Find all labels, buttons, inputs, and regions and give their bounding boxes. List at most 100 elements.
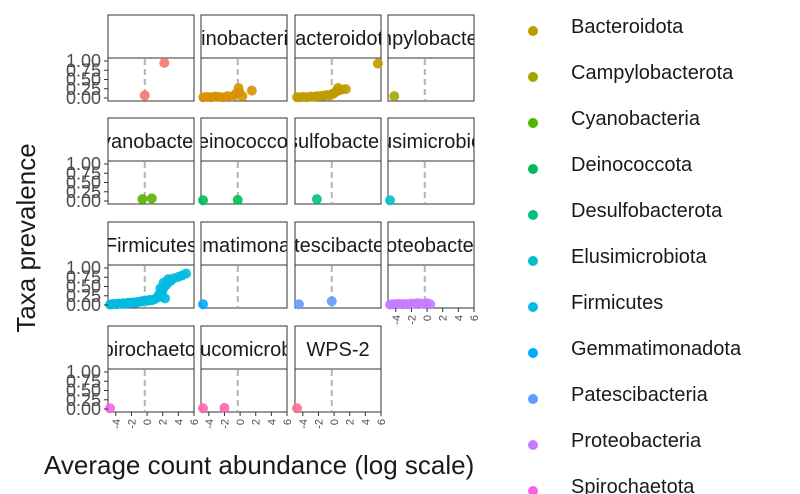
legend-swatch-icon (528, 486, 538, 494)
x-tick-label: 6 (189, 419, 201, 425)
legend-label: Bacteroidota (571, 16, 684, 38)
legend-swatch-icon (528, 256, 538, 266)
facet-strip (387, 117, 475, 162)
facet-proteobacteria: Proteobacteria -4 -2 0 2 4 6 (385, 221, 481, 325)
legend-label: Spirochaetota (571, 476, 695, 494)
x-tick-label: 4 (173, 419, 185, 425)
facet-panel (107, 57, 195, 102)
facet-strip-label: Patescibacteria (270, 235, 408, 257)
legend-swatch-icon (528, 210, 538, 220)
data-point (146, 193, 157, 204)
facet-blank: 0.000.250.500.751.00 (66, 14, 195, 108)
y-tick-label: 1.00 (66, 362, 101, 382)
facet-strip (107, 14, 195, 59)
chart-legend: Bacteroidota Campylobacterota Cyanobacteri… (522, 12, 800, 494)
legend-item-patescibacteria: Patescibacteria (522, 380, 800, 426)
legend-label: Deinococcota (571, 154, 693, 176)
legend-item-spirochaetota: Spirochaetota (522, 472, 800, 494)
legend-item-cyanobacteria: Cyanobacteria (522, 104, 800, 150)
data-point (340, 84, 351, 95)
facet-verrucomicrobiota: Verrucomicrobiota-4 -2 0 2 4 6 (198, 325, 294, 429)
data-point (198, 403, 208, 414)
legend-swatch-icon (528, 26, 538, 36)
x-tick-label: -2 (313, 419, 325, 429)
y-tick-label: 0.50 (66, 70, 101, 90)
legend-label: Firmicutes (571, 292, 664, 314)
facet-strip-label: Deinococcota (183, 131, 305, 153)
facet-strip-label: Desulfobacterota (262, 131, 414, 153)
y-tick-label: 0.00 (66, 295, 101, 315)
x-tick-label: -4 (204, 419, 216, 429)
legend-label: Patescibacteria (571, 384, 708, 406)
y-tick-label: 0.75 (66, 60, 101, 80)
x-axis-title: Average count abundance (log scale) (44, 450, 474, 480)
legend-item-elusimicrobiota: Elusimicrobiota (522, 242, 800, 288)
x-tick-label: 4 (360, 419, 372, 425)
facet-panel (107, 368, 195, 413)
data-point (293, 299, 304, 310)
facet-strip (200, 117, 288, 162)
facet-bacteroidota: Bacteroidota (292, 14, 383, 103)
legend-label: Desulfobacterota (571, 200, 723, 222)
facet-strip (107, 221, 195, 266)
data-point (105, 403, 115, 414)
x-tick-label: 2 (345, 419, 357, 425)
data-point (333, 83, 343, 94)
facet-gemmatimonadota: Gemmatimonadota (198, 221, 288, 310)
x-tick-label: 4 (266, 419, 278, 425)
y-tick-label: 0.75 (66, 163, 101, 183)
facet-elusimicrobiota: Elusimicrobiota (363, 117, 499, 206)
legend-item-deinococcota: Deinococcota (522, 150, 800, 196)
y-tick-label: 0.25 (66, 286, 101, 306)
legend-swatch-icon (528, 440, 538, 450)
legend-item-bacteroidota: Bacteroidota (522, 12, 800, 58)
data-point (198, 195, 208, 206)
y-tick-label: 1.00 (66, 258, 101, 278)
y-tick-label: 1.00 (66, 154, 101, 174)
data-point (198, 299, 208, 310)
x-tick-label: -4 (298, 419, 310, 429)
data-point (389, 91, 400, 102)
legend-label: Cyanobacteria (571, 108, 700, 130)
legend-item-gemmatimonadota: Gemmatimonadota (522, 334, 800, 380)
facet-strip (200, 14, 288, 59)
y-tick-label: 0.25 (66, 390, 101, 410)
y-tick-label: 0.25 (66, 182, 101, 202)
facet-panel (294, 160, 382, 205)
y-tick-label: 0.75 (66, 371, 101, 391)
facet-strip (294, 221, 382, 266)
x-tick-label: -2 (406, 315, 418, 325)
facet-strip (294, 325, 382, 370)
legend-swatch-icon (528, 72, 538, 82)
facet-strip (107, 325, 195, 370)
y-tick-label: 0.00 (66, 399, 101, 419)
facet-strip (200, 221, 288, 266)
facet-strip (294, 14, 382, 59)
facet-strip-label: Campylobacterota (350, 28, 513, 50)
legend-item-proteobacteria: Proteobacteria (522, 426, 800, 472)
data-point (292, 403, 302, 414)
x-tick-label: 6 (282, 419, 294, 425)
data-point (137, 194, 148, 205)
data-point (246, 85, 257, 96)
x-tick-label: -4 (391, 315, 403, 325)
data-point (237, 91, 248, 102)
legend-swatch-icon (528, 302, 538, 312)
data-point (160, 293, 171, 304)
x-tick-label: 0 (329, 419, 341, 425)
facet-wps-2: WPS-2 -4 -2 0 2 4 6 (292, 325, 388, 429)
facet-panel (200, 264, 288, 309)
y-tick-label: 0.00 (66, 88, 101, 108)
x-tick-label: 2 (251, 419, 263, 425)
facet-strip (387, 14, 475, 59)
y-tick-label: 0.00 (66, 191, 101, 211)
facet-strip-label: WPS-2 (306, 339, 369, 361)
legend-swatch-icon (528, 348, 538, 358)
facet-strip-label: Elusimicrobiota (363, 131, 499, 153)
y-tick-label: 0.50 (66, 381, 101, 401)
y-tick-label: 0.50 (66, 173, 101, 193)
x-tick-label: 0 (142, 419, 154, 425)
x-tick-label: -2 (126, 419, 138, 429)
facet-cyanobacteria: Cyanobacteria 0.000.250.500.751.00 (66, 117, 195, 211)
